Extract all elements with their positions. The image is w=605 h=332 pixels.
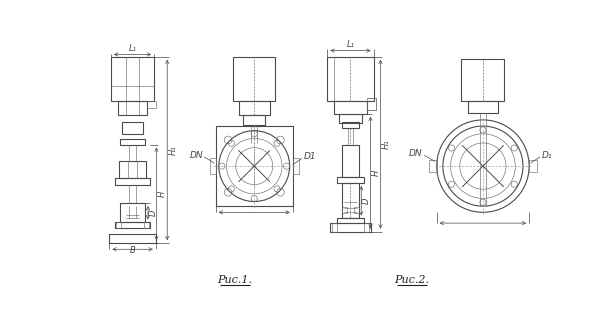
Bar: [111, 57, 154, 102]
Bar: [468, 102, 497, 113]
Text: DN: DN: [190, 151, 203, 160]
Bar: [336, 218, 364, 223]
Bar: [122, 122, 143, 134]
Bar: [332, 223, 336, 232]
Text: Рис.1.: Рис.1.: [217, 275, 252, 285]
Bar: [335, 102, 367, 114]
Bar: [116, 222, 121, 228]
Bar: [339, 114, 362, 123]
Text: Рис.2.: Рис.2.: [394, 275, 430, 285]
Bar: [462, 59, 505, 102]
Text: H: H: [372, 170, 381, 176]
Bar: [216, 126, 293, 206]
Bar: [110, 234, 155, 243]
Text: B: B: [129, 246, 136, 255]
Bar: [118, 102, 147, 115]
Bar: [234, 57, 275, 102]
Bar: [120, 139, 145, 144]
Text: H₁: H₁: [169, 145, 178, 155]
Bar: [342, 122, 359, 128]
Bar: [429, 160, 437, 172]
Text: L₁: L₁: [347, 40, 355, 49]
Bar: [336, 177, 364, 183]
Bar: [115, 222, 150, 228]
Text: H₁: H₁: [382, 139, 391, 149]
Bar: [355, 207, 359, 213]
Bar: [342, 145, 359, 177]
Bar: [115, 178, 150, 185]
Text: H: H: [158, 191, 167, 197]
Text: L₁: L₁: [129, 44, 137, 53]
Bar: [367, 98, 376, 110]
Bar: [243, 115, 265, 124]
Bar: [529, 160, 537, 172]
Text: DN: DN: [409, 149, 423, 158]
Text: D1: D1: [304, 152, 316, 161]
Text: D₁: D₁: [541, 151, 552, 160]
Bar: [342, 183, 359, 218]
Bar: [119, 161, 146, 178]
Bar: [327, 57, 373, 102]
Bar: [209, 158, 216, 174]
Bar: [330, 223, 370, 232]
Bar: [342, 207, 347, 213]
Bar: [364, 223, 369, 232]
Text: D: D: [149, 209, 158, 216]
Bar: [120, 203, 145, 222]
Text: D: D: [362, 198, 371, 204]
Bar: [293, 158, 299, 174]
Bar: [144, 222, 149, 228]
Bar: [239, 102, 270, 115]
